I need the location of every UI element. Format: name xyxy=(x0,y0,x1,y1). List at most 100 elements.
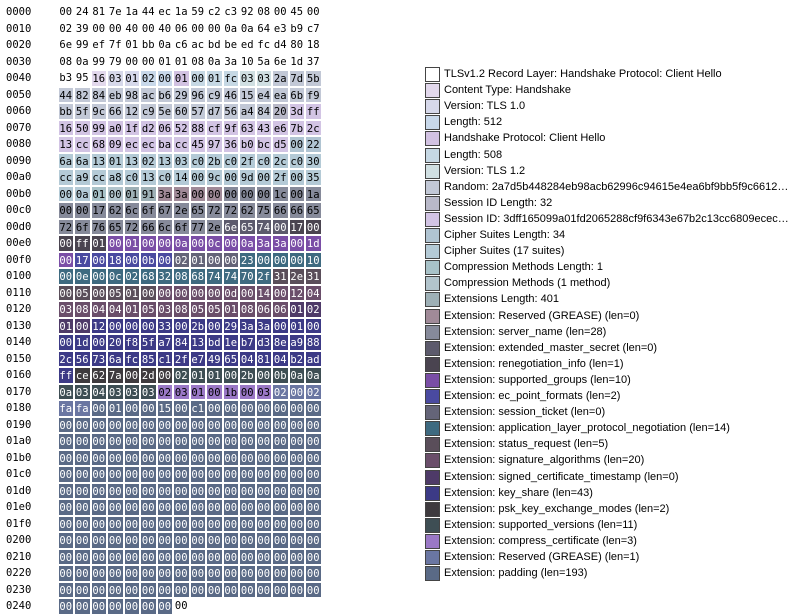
hex-byte: 01 xyxy=(90,185,107,202)
hex-byte: 00 xyxy=(57,532,74,549)
row-offset: 0140 xyxy=(6,336,32,348)
legend-label: Extension: padding (len=193) xyxy=(444,567,588,580)
hex-byte: 01 xyxy=(189,383,206,400)
hex-byte: 74 xyxy=(255,218,272,235)
hex-byte: 00 xyxy=(272,532,289,549)
legend-swatch xyxy=(425,324,440,340)
hex-byte: 00 xyxy=(288,383,305,400)
legend-swatch xyxy=(425,244,440,260)
hex-byte: bd xyxy=(206,334,223,351)
hex-byte: 00 xyxy=(206,499,223,516)
hex-byte: 00 xyxy=(222,466,239,483)
hex-byte: 00 xyxy=(305,433,322,450)
hex-byte: 9c xyxy=(206,169,223,186)
hex-byte: 6a xyxy=(74,152,91,169)
hex-byte: 00 xyxy=(57,185,74,202)
hex-byte: 9c xyxy=(90,103,107,120)
hex-byte: c0 xyxy=(288,152,305,169)
hex-byte: 45 xyxy=(189,136,206,153)
hex-byte: e4 xyxy=(255,86,272,103)
hex-byte: 00 xyxy=(239,466,256,483)
hex-byte: ac xyxy=(140,86,157,103)
hex-byte: 00 xyxy=(272,433,289,450)
hex-byte: a4 xyxy=(239,103,256,120)
hex-byte: 79 xyxy=(108,55,122,68)
hex-byte: 00 xyxy=(74,202,91,219)
hex-byte: 2c xyxy=(272,152,289,169)
hex-byte: 03 xyxy=(255,383,272,400)
hex-byte: fc xyxy=(257,39,271,51)
hex-byte: 00 xyxy=(222,367,239,384)
hex-byte: 00 xyxy=(156,515,173,532)
hex-byte: 00 xyxy=(239,548,256,565)
hex-byte: 59 xyxy=(191,6,205,18)
hex-byte: 00 xyxy=(156,416,173,433)
hex-byte: 00 xyxy=(272,482,289,499)
hex-byte: 00 xyxy=(288,251,305,268)
hex-byte: 00 xyxy=(305,449,322,466)
hex-byte: c1 xyxy=(156,350,173,367)
hex-byte: 00 xyxy=(173,284,190,301)
hex-byte: 49 xyxy=(206,350,223,367)
hex-byte: 13 xyxy=(156,152,173,169)
hex-byte: 00 xyxy=(272,317,289,334)
hex-byte: 00 xyxy=(90,449,107,466)
hex-byte: 18 xyxy=(306,39,320,51)
legend-swatch xyxy=(425,195,440,211)
hex-byte: 00 xyxy=(123,251,140,268)
row-offset: 0090 xyxy=(6,154,32,167)
hex-byte: 02 xyxy=(173,367,190,384)
hex-byte: 03 xyxy=(140,383,157,400)
hex-byte: 04 xyxy=(107,301,124,318)
hex-byte: 00 xyxy=(222,581,239,598)
hex-byte: 00 xyxy=(173,433,190,450)
hex-byte: 6f xyxy=(74,218,91,235)
hex-byte: 08 xyxy=(173,301,190,318)
hex-byte: 00 xyxy=(140,565,157,582)
hex-byte: 00 xyxy=(57,466,74,483)
hex-byte: 05 xyxy=(140,301,157,318)
hex-byte: 00 xyxy=(272,251,289,268)
legend-label: Extension: renegotiation_info (len=1) xyxy=(444,357,624,370)
hex-byte: 00 xyxy=(123,548,140,565)
hex-byte: d7 xyxy=(206,103,223,120)
hex-byte: 04 xyxy=(305,284,322,301)
hex-byte: ec xyxy=(123,136,140,153)
legend-swatch xyxy=(425,453,440,469)
hex-byte: 00 xyxy=(305,581,322,598)
hex-byte: 00 xyxy=(189,532,206,549)
hex-byte: 00 xyxy=(272,449,289,466)
hex-byte: 00 xyxy=(189,169,206,186)
legend-swatch xyxy=(425,228,440,243)
hex-byte: 00 xyxy=(272,218,289,235)
hex-byte: ef xyxy=(92,39,106,51)
hex-byte: 00 xyxy=(123,400,140,417)
hex-byte: e6 xyxy=(272,119,289,136)
hex-byte: 01 xyxy=(288,301,305,318)
hex-byte: 00 xyxy=(123,499,140,516)
hex-byte: 13 xyxy=(140,169,157,186)
hex-byte: 00 xyxy=(189,235,206,252)
hex-byte: 00 xyxy=(207,22,221,35)
hex-byte: 00 xyxy=(90,400,107,417)
hex-byte: 02 xyxy=(173,251,190,268)
hex-byte: 00 xyxy=(272,515,289,532)
row-offset: 0150 xyxy=(6,352,32,365)
hex-byte: 05 xyxy=(206,301,223,318)
row-offset: 00e0 xyxy=(6,237,32,249)
hex-byte: 00 xyxy=(156,598,173,615)
hex-byte: 13 xyxy=(90,152,107,169)
hex-byte: 00 xyxy=(57,235,74,252)
hex-byte: 00 xyxy=(156,70,173,87)
hex-byte: 03 xyxy=(107,383,124,400)
hex-byte: 29 xyxy=(173,86,190,103)
hex-byte: 2c xyxy=(57,350,74,367)
hex-byte: 00 xyxy=(140,499,157,516)
hex-byte: 00 xyxy=(288,449,305,466)
row-offset: 0100 xyxy=(6,270,32,282)
hex-byte: 2e xyxy=(206,218,223,235)
hex-byte: 00 xyxy=(272,466,289,483)
hex-byte: 44 xyxy=(57,86,74,103)
hex-byte: 00 xyxy=(239,416,256,433)
hex-byte: 00 xyxy=(59,6,73,18)
